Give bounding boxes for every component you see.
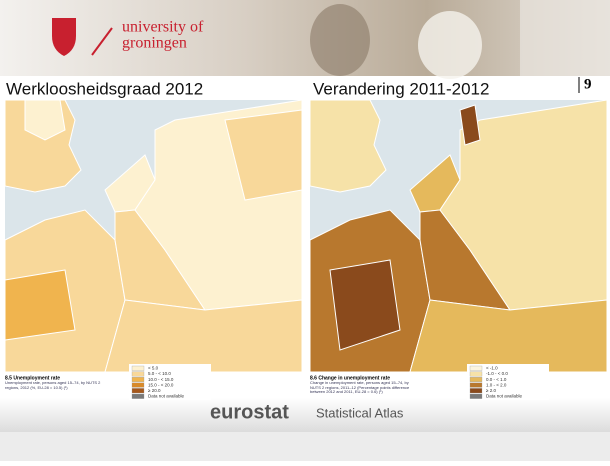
legend-swatch [470,372,482,377]
caption-text: Unemployment rate, persons aged 15–74, b… [5,381,115,390]
legend-swatch [132,377,144,382]
map-heading: Verandering 2011-2012 [313,79,489,98]
slide: university of groningen 9 eurostat Stati… [0,0,610,461]
legend-swatch [470,377,482,382]
footer-base [0,432,610,461]
caption-box: Unemployment rate, persons aged 15–74, b… [5,381,115,397]
legend-label: ≥ 20.0 [148,388,161,393]
legend-swatch [470,388,482,393]
photo-figure [418,11,482,79]
footer-brand: eurostat [210,401,289,423]
legend-swatch [132,383,144,388]
footer-subtitle: Statistical Atlas [316,405,404,420]
legend-label: Data not available [148,394,185,399]
legend-label: -1.0 - < 0.0 [486,371,508,376]
legend-swatch [470,366,482,371]
legend-label: 1.0 - < 2.0 [486,382,507,387]
legend-label: 0.0 - < 1.0 [486,377,507,382]
region [310,100,386,192]
legend-label: ≥ 2.0 [486,388,496,393]
photo-figure [310,4,370,76]
legend-label: Data not available [486,394,523,399]
map-heading: Werkloosheidsgraad 2012 [6,79,203,98]
legend-label: 15.0 - < 20.0 [148,382,174,387]
photo-steps [520,0,610,76]
region [410,300,607,372]
legend-swatch [132,388,144,393]
region [105,300,302,372]
legend-swatch [132,394,144,399]
map-left [5,100,302,372]
header-photo [0,0,610,76]
legend-label: < 5.0 [148,366,159,371]
logo-text: university of [122,19,204,36]
legend-swatch [470,394,482,399]
legend-swatch [132,372,144,377]
page-number: 9 [584,76,592,92]
legend-label: < -1.0 [486,366,498,371]
footer-bar [0,398,610,432]
region [5,270,75,340]
caption-box: Change in unemployment rate, persons age… [310,381,420,397]
caption-text: Change in unemployment rate, persons age… [310,381,420,395]
legend-label: 5.0 - < 10.0 [148,371,171,376]
legend-swatch [132,366,144,371]
legend-label: 10.0 - < 15.0 [148,377,174,382]
logo-text: groningen [122,35,187,52]
map-right [310,100,607,372]
legend-swatch [470,383,482,388]
